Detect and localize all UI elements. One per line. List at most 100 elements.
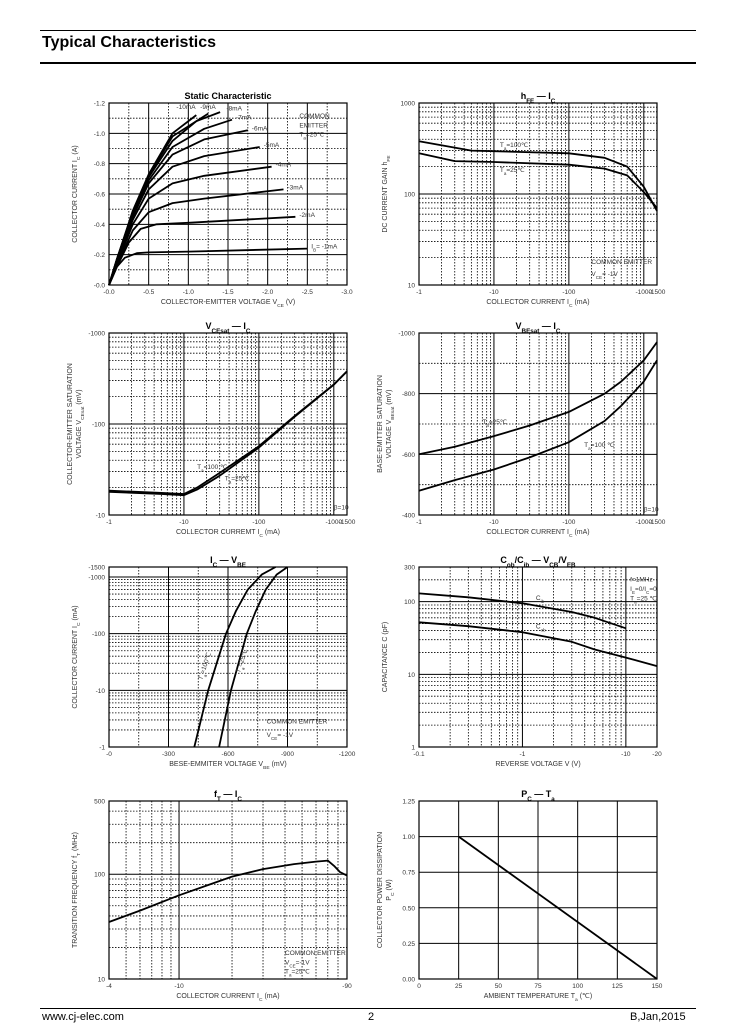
text-part: T: [500, 167, 504, 174]
y-tick-label: -1000: [88, 331, 105, 338]
subscript: ib: [541, 599, 545, 604]
text-part: EMITTER: [299, 122, 328, 129]
x-axis-label: COLLECTOR CURREMT IC (mA): [176, 529, 280, 539]
text-part: /V: [558, 555, 567, 565]
text-part: =25 ℃: [637, 596, 658, 603]
y-axis-label: DC CURRENT GAIN hFE: [382, 155, 392, 233]
plot-frame: [108, 332, 348, 516]
y-tick-label: 10: [408, 672, 416, 679]
subscript: a: [634, 599, 637, 604]
subscript: C: [556, 328, 561, 335]
annotation-label: Ta=25℃: [235, 647, 251, 674]
x-tick-label: -90: [342, 983, 352, 990]
text-part: (mA): [263, 529, 280, 536]
series-line: [108, 859, 348, 923]
subscript: E: [632, 590, 635, 595]
footer-page-number: 2: [368, 1011, 375, 1023]
chart-title: hFE — IC: [521, 91, 556, 105]
text-part: T: [482, 419, 486, 426]
subscript: B: [313, 247, 316, 252]
annotation-label: Ta=25℃: [225, 475, 251, 484]
series-line: [218, 566, 289, 748]
grid: [108, 102, 348, 286]
subscript: T: [76, 853, 82, 856]
annotation-label: VCE= -1V: [591, 271, 618, 280]
y-tick-label: 100: [94, 872, 105, 879]
text-part: -4mA: [276, 162, 292, 169]
x-axis-label: COLLECTOR CURRENT IC (mA): [176, 993, 279, 1003]
y-tick-label: -100: [92, 422, 105, 429]
x-tick-label: -100: [252, 519, 265, 526]
annotation-label: β=10: [644, 506, 659, 513]
y-tick-label: -0.8: [94, 161, 106, 168]
text-part: — I: [539, 321, 556, 331]
text-part: -5mA: [264, 142, 280, 149]
subscript: a: [551, 796, 555, 803]
text-part: T: [299, 131, 303, 138]
annotation-label: COMMON EMITTER: [591, 259, 652, 266]
subscript: a: [486, 423, 489, 428]
y-tick-label: 1.00: [402, 834, 415, 841]
text-part: — V: [529, 555, 549, 565]
text-part: β=10: [644, 506, 659, 513]
subscript: EB: [567, 562, 576, 569]
x-tick-label: -1: [416, 289, 422, 296]
text-part: COMMON: [299, 113, 330, 120]
text-part: T: [584, 442, 588, 449]
y-axis-label: COLLECTOR CURRENT IC (A): [72, 145, 82, 242]
annotation-label: Ta=100 ℃: [197, 464, 228, 473]
text-part: = -1V: [277, 732, 293, 739]
subscript: C: [527, 796, 532, 803]
y-axis-label: VOLTAGE VCEsat (mV): [76, 389, 86, 458]
subscript: C: [76, 622, 82, 626]
series-line: [108, 370, 348, 497]
page-title: Typical Characteristics: [42, 34, 217, 51]
x-axis-label: AMBIENT TEMPERATURE Ta (℃): [484, 993, 592, 1003]
series-line: [418, 140, 658, 212]
annotation-label: Ta=25℃: [285, 968, 311, 977]
x-tick-label: -1: [520, 751, 526, 758]
text-part: COLLECTOR CURREMT I: [176, 529, 259, 536]
text-part: I: [311, 244, 313, 251]
x-tick-label: 25: [455, 983, 463, 990]
chart-1: -0.0 -0.5 -1.0 -1.5 -2.0 -2.5 -3.0 -0.0 -0.2 -0.4…: [72, 91, 353, 309]
x-tick-label: -20: [652, 751, 662, 758]
y-tick-label: -1500: [88, 565, 105, 572]
annotation-label: -8mA: [226, 106, 242, 113]
grid: [108, 332, 347, 516]
chart-title: VBEsat — IC: [516, 321, 561, 335]
y-tick-label: 1.25: [402, 799, 415, 806]
text-part: (mV): [270, 761, 287, 768]
chart-title: Static Characteristic: [184, 91, 271, 101]
text-part: β=10: [334, 504, 349, 511]
x-tick-label: -2.5: [302, 289, 314, 296]
header-bottom-rule: [40, 62, 696, 64]
x-axis-label: COLLECTOR CURRENT IC (mA): [486, 299, 589, 309]
text-part: — I: [229, 321, 246, 331]
subscript: T: [217, 796, 221, 803]
subscript: a: [303, 135, 306, 140]
series-line: [193, 566, 277, 748]
text-part: /C: [515, 555, 525, 565]
subscript: ob: [541, 627, 547, 632]
y-tick-label: 500: [94, 799, 105, 806]
y-tick-label: -1: [99, 745, 105, 752]
y-tick-label: 0.00: [402, 977, 415, 984]
annotation-label: -7mA: [236, 115, 252, 122]
text-part: V: [591, 271, 596, 278]
text-part: -9mA: [200, 104, 216, 111]
text-part: COLLECTOR POWER DISSIPATION: [377, 832, 384, 948]
x-axis-label: BESE-EMMITER VOLTAGE VBE (mV): [169, 761, 287, 771]
y-axis-label: COLLECTOR CURRENT IC (mA): [72, 605, 82, 708]
subscript: CE: [277, 303, 285, 309]
x-tick-label: 125: [612, 983, 623, 990]
text-part: =0/I: [635, 586, 646, 593]
footer-website-link[interactable]: www.cj-elec.com: [42, 1011, 124, 1023]
annotation-label: COMMON EMITTER: [285, 950, 346, 957]
text-part: COLLECTOR CURRENT I: [176, 993, 259, 1000]
text-part: -2mA: [299, 212, 315, 219]
text-part: T: [225, 475, 229, 482]
x-tick-label: -1000: [635, 519, 652, 526]
text-part: (℃): [578, 993, 592, 1000]
